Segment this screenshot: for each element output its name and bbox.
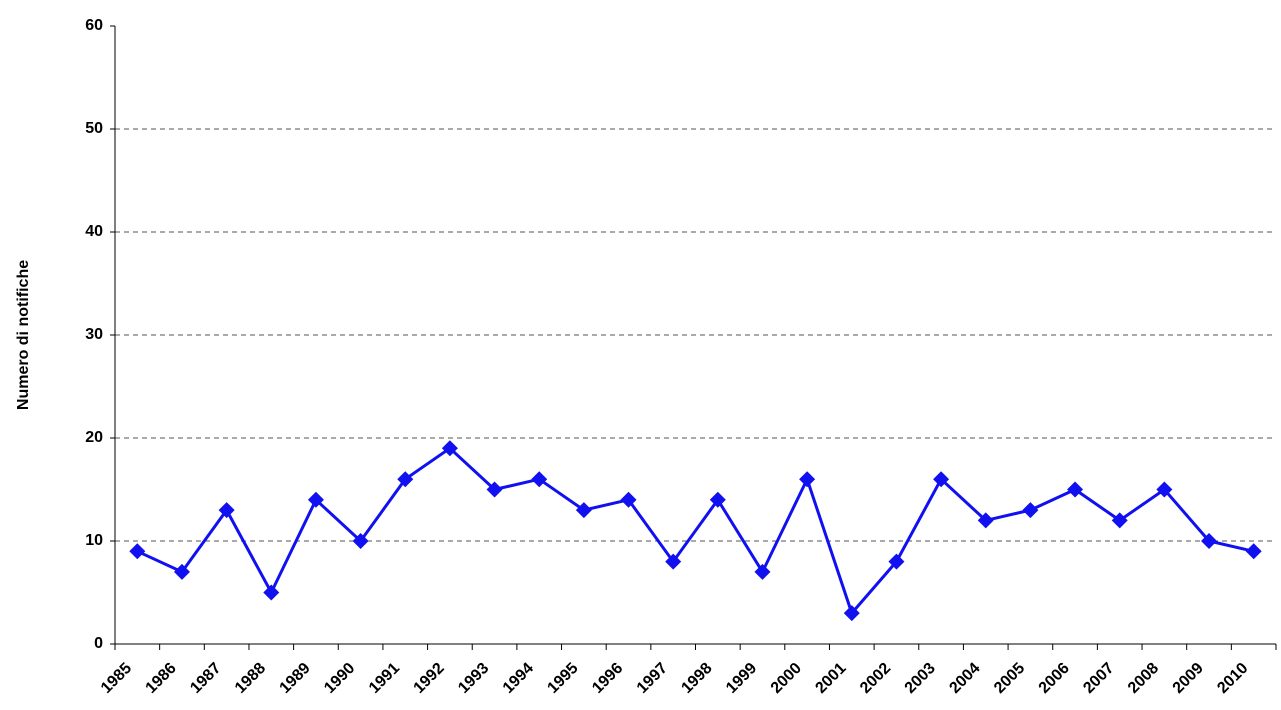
data-line — [136, 446, 1255, 617]
x-tick-label: 1992 — [411, 660, 448, 697]
data-point — [1067, 481, 1084, 498]
data-point — [1022, 502, 1039, 519]
data-point — [933, 471, 950, 488]
y-tick-label: 40 — [85, 223, 103, 240]
data-point — [1245, 543, 1262, 560]
x-tick-label: 1997 — [634, 660, 671, 697]
y-tick-label: 60 — [85, 17, 103, 34]
data-point — [799, 471, 816, 488]
x-tick-label: 2008 — [1125, 660, 1162, 697]
x-tick-label: 2009 — [1170, 660, 1207, 697]
x-tick-label: 1990 — [321, 660, 358, 697]
x-tick-label: 1989 — [277, 660, 314, 697]
x-tick-label: 1994 — [500, 660, 537, 697]
x-tick-label: 1996 — [589, 660, 626, 697]
data-point — [129, 543, 146, 560]
data-point — [218, 502, 235, 519]
x-tick-label: 1995 — [544, 660, 581, 697]
x-tick-label: 1991 — [366, 660, 403, 697]
x-tick-label: 2010 — [1214, 660, 1251, 697]
data-point — [575, 502, 592, 519]
data-point — [754, 563, 771, 580]
x-tick-label: 2004 — [946, 660, 983, 697]
x-tick-label: 1988 — [232, 660, 269, 697]
y-tick-label: 20 — [85, 429, 103, 446]
data-point — [620, 491, 637, 508]
y-tick-label: 0 — [94, 635, 103, 652]
x-tick-label: 1993 — [455, 660, 492, 697]
y-tick-label: 50 — [85, 120, 103, 137]
x-tick-label: 2007 — [1080, 660, 1117, 697]
data-point — [665, 553, 682, 570]
data-point — [531, 471, 548, 488]
x-tick-label: 1999 — [723, 660, 760, 697]
y-tick-label: 30 — [85, 326, 103, 343]
x-tick-label: 2001 — [812, 660, 849, 697]
x-tick-label: 2006 — [1036, 660, 1073, 697]
x-tick-label: 2000 — [768, 660, 805, 697]
x-tick-label: 1986 — [143, 660, 180, 697]
data-point — [843, 605, 860, 622]
y-axis-label: Numero di notifiche — [15, 260, 32, 410]
data-point — [977, 512, 994, 529]
data-point — [709, 491, 726, 508]
data-point — [1201, 533, 1218, 549]
x-tick-label: 2005 — [991, 660, 1028, 697]
data-point — [397, 471, 414, 488]
data-point — [888, 553, 905, 570]
data-point — [263, 584, 280, 601]
data-point — [486, 481, 503, 498]
x-tick-label: 2002 — [857, 660, 894, 697]
y-tick-label: 10 — [85, 532, 103, 549]
data-point — [307, 491, 324, 508]
data-point — [352, 533, 369, 549]
x-tick-label: 1985 — [98, 660, 135, 697]
x-tick-label: 1998 — [678, 660, 715, 697]
data-point — [441, 440, 458, 457]
data-point — [1156, 481, 1173, 498]
x-tick-label: 2003 — [902, 660, 939, 697]
data-point — [1111, 512, 1128, 529]
x-tick-label: 1987 — [187, 660, 224, 697]
data-point — [173, 563, 190, 580]
